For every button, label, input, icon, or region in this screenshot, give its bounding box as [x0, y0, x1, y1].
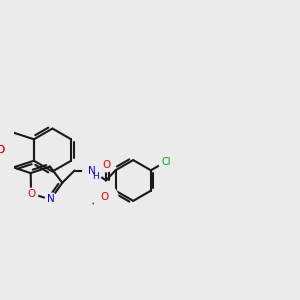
Text: O: O: [0, 145, 5, 155]
Text: O: O: [27, 188, 35, 199]
Text: O: O: [0, 145, 5, 155]
Text: N: N: [88, 166, 96, 176]
Text: O: O: [102, 160, 110, 170]
Text: N: N: [47, 194, 54, 205]
Text: Cl: Cl: [161, 157, 171, 166]
Text: H: H: [92, 172, 99, 181]
Text: O: O: [101, 192, 109, 202]
